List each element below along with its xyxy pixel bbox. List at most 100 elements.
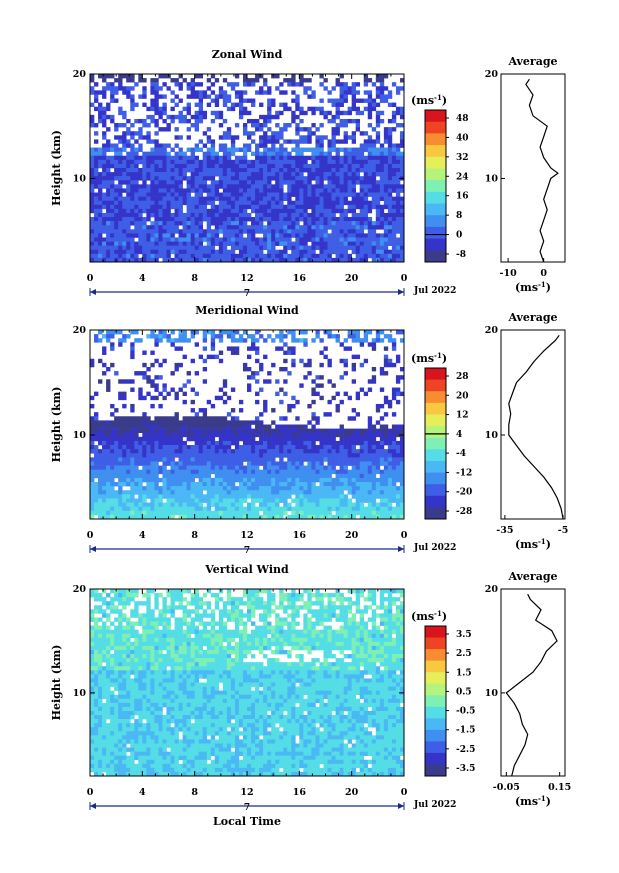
heatmap-cell xyxy=(391,172,397,177)
heatmap-cell xyxy=(275,436,280,442)
heatmap-cell xyxy=(198,110,204,116)
heatmap-cell xyxy=(158,241,163,246)
heatmap-cell xyxy=(122,237,127,242)
heatmap-cell xyxy=(130,453,135,458)
heatmap-cell xyxy=(230,106,236,112)
heatmap-cell xyxy=(102,477,107,483)
heatmap-cell xyxy=(355,233,361,238)
heatmap-cell xyxy=(319,350,324,355)
heatmap-cell xyxy=(379,143,385,148)
heatmap-cell xyxy=(267,98,272,103)
heatmap-cell xyxy=(319,212,324,218)
heatmap-cell xyxy=(198,233,204,238)
heatmap-cell xyxy=(343,461,348,466)
heatmap-cell xyxy=(222,180,228,185)
heatmap-cell xyxy=(150,449,155,454)
heatmap-cell xyxy=(158,155,163,161)
heatmap-cell xyxy=(182,391,187,397)
heatmap-cell xyxy=(178,473,183,479)
heatmap-cell xyxy=(339,118,344,124)
heatmap-cell xyxy=(162,457,167,462)
heatmap-cell xyxy=(255,176,260,181)
heatmap-cell xyxy=(118,457,123,462)
heatmap-cell xyxy=(230,200,236,206)
heatmap-cell xyxy=(226,420,232,425)
heatmap-cell xyxy=(126,163,131,169)
heatmap-cell xyxy=(190,94,195,99)
heatmap-cell xyxy=(214,196,220,201)
heatmap-cell xyxy=(146,217,151,222)
heatmap-cell xyxy=(142,86,147,91)
heatmap-cell xyxy=(347,163,352,169)
colorbar-segment xyxy=(425,250,446,257)
heatmap-cell xyxy=(343,168,348,173)
heatmap-cell xyxy=(315,168,320,173)
heatmap-cell xyxy=(327,168,332,173)
heatmap-cell xyxy=(359,428,365,434)
heatmap-cell xyxy=(263,432,268,438)
heatmap-cell xyxy=(299,424,304,429)
heatmap-cell xyxy=(387,253,393,259)
heatmap-cell xyxy=(94,457,99,462)
heatmap-cell xyxy=(170,192,175,197)
heatmap-cell xyxy=(178,221,183,226)
heatmap-cell xyxy=(114,184,119,189)
heatmap-cell xyxy=(263,90,268,95)
heatmap-cell xyxy=(359,217,365,222)
heatmap-cell xyxy=(150,510,155,516)
heatmap-cell xyxy=(295,486,300,491)
heatmap-cell xyxy=(315,180,320,185)
heatmap-cell xyxy=(206,354,212,360)
heatmap-cell xyxy=(178,453,183,458)
heatmap-cell xyxy=(206,449,212,454)
heatmap-cell xyxy=(343,188,348,193)
heatmap-cell xyxy=(190,176,195,181)
heatmap-cell xyxy=(319,196,324,201)
heatmap-cell xyxy=(210,196,216,201)
heatmap-cell xyxy=(339,98,344,103)
heatmap-cell xyxy=(118,208,123,214)
heatmap-cell xyxy=(343,110,348,116)
heatmap-cell xyxy=(263,506,268,512)
heatmap-cell xyxy=(387,465,393,470)
heatmap-cell xyxy=(202,233,208,238)
heatmap-cell xyxy=(371,155,377,161)
heatmap-cell xyxy=(375,506,381,512)
heatmap-cell xyxy=(238,506,244,512)
heatmap-cell xyxy=(98,90,103,95)
heatmap-cell xyxy=(343,172,348,177)
heatmap-cell xyxy=(194,127,199,132)
heatmap-cell xyxy=(134,196,139,201)
heatmap-cell xyxy=(230,135,236,140)
heatmap-cell xyxy=(371,188,377,193)
heatmap-cell xyxy=(279,163,284,169)
heatmap-cell xyxy=(170,502,175,507)
heatmap-cell xyxy=(339,253,344,259)
heatmap-cell xyxy=(375,510,381,516)
heatmap-cell xyxy=(347,346,352,351)
heatmap-cell xyxy=(395,208,401,214)
heatmap-cell xyxy=(291,204,296,210)
heatmap-cell xyxy=(343,253,348,259)
heatmap-cell xyxy=(267,506,272,512)
heatmap-cell xyxy=(230,420,236,425)
heatmap-cell xyxy=(106,387,111,392)
heatmap-cell xyxy=(130,233,135,238)
heatmap-cell xyxy=(275,253,280,259)
heatmap-cell xyxy=(319,192,324,197)
heatmap-cell xyxy=(198,90,204,95)
heatmap-cell xyxy=(295,143,300,148)
heatmap-cell xyxy=(194,453,199,458)
heatmap-cell xyxy=(383,465,389,470)
heatmap-cell xyxy=(263,192,268,197)
heatmap-cell xyxy=(142,217,147,222)
heatmap-cell xyxy=(267,449,272,454)
heatmap-cell xyxy=(170,180,175,185)
heatmap-cell xyxy=(130,330,135,335)
heatmap-cell xyxy=(138,212,143,218)
heatmap-cell xyxy=(198,180,204,185)
heatmap-cell xyxy=(391,208,397,214)
heatmap-cell xyxy=(102,445,107,450)
heatmap-cell xyxy=(210,110,216,116)
heatmap-cell xyxy=(222,131,228,136)
